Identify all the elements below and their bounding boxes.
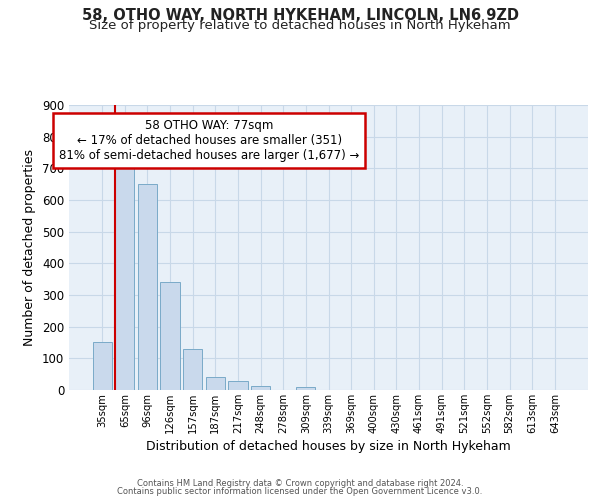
Bar (206, 376, 225, 390)
Text: Size of property relative to detached houses in North Hykeham: Size of property relative to detached ho… (89, 19, 511, 32)
Bar (251, 386, 270, 390)
Bar (92, 342, 112, 390)
Y-axis label: Number of detached properties: Number of detached properties (23, 149, 37, 346)
Bar (138, 184, 157, 390)
Bar (183, 349, 202, 390)
Text: Contains public sector information licensed under the Open Government Licence v3: Contains public sector information licen… (118, 487, 482, 496)
Text: 58 OTHO WAY: 77sqm
← 17% of detached houses are smaller (351)
81% of semi-detach: 58 OTHO WAY: 77sqm ← 17% of detached hou… (59, 120, 359, 162)
Bar (115, 164, 134, 390)
Bar (160, 282, 180, 390)
Bar (296, 387, 316, 390)
Bar (229, 380, 248, 390)
X-axis label: Distribution of detached houses by size in North Hykeham: Distribution of detached houses by size … (146, 440, 511, 453)
Text: 58, OTHO WAY, NORTH HYKEHAM, LINCOLN, LN6 9ZD: 58, OTHO WAY, NORTH HYKEHAM, LINCOLN, LN… (82, 8, 518, 22)
Text: Contains HM Land Registry data © Crown copyright and database right 2024.: Contains HM Land Registry data © Crown c… (137, 478, 463, 488)
